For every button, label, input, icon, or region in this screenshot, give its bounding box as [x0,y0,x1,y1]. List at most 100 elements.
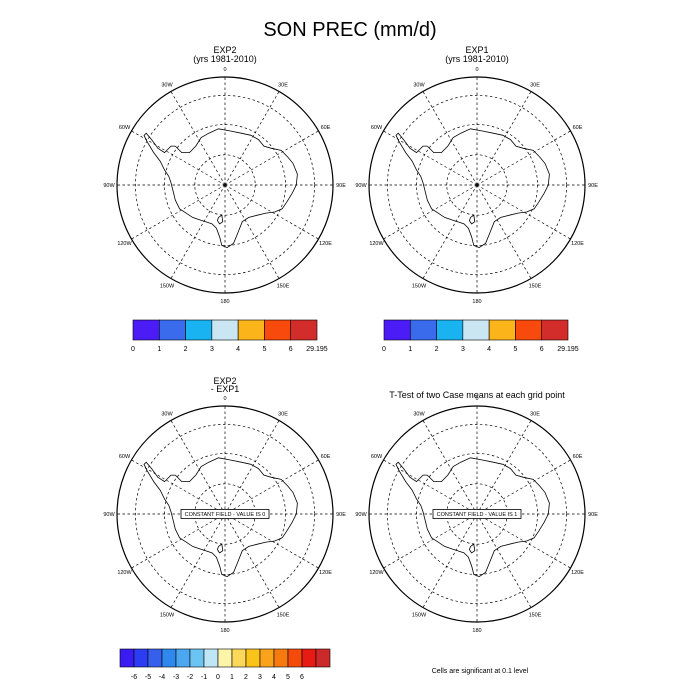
antarctica-coastline [143,457,298,578]
colorbar-label: 3 [461,346,465,353]
colorbar-label: -4 [159,674,165,681]
panel-title: EXP2 [213,45,236,55]
colorbar-label: 3 [210,346,214,353]
colorbar-swatch [147,648,163,668]
colorbar-label: 1 [408,346,412,353]
colorbar-label: 6 [300,674,304,681]
colorbar-swatch [488,319,516,341]
colorbar-label: 5 [513,346,517,353]
longitude-label: 30E [278,412,288,418]
colorbar-label: 0 [382,346,386,353]
longitude-label: 60E [573,125,583,131]
colorbar-difference: -6 -5 -4 -3 -2 -1 0 1 2 3 4 5 6 [119,648,331,681]
longitude-label: 30E [278,83,288,89]
colorbar-swatch [133,648,149,668]
colorbar-swatch [237,319,265,341]
meridian-line [224,91,280,186]
colorbar-swatch [132,319,160,341]
longitude-label: 30W [161,412,173,418]
longitude-label: 90E [336,183,346,189]
longitude-label: 0 [223,396,226,402]
colorbar-swatch [259,648,275,668]
colorbar-swatch [315,648,331,668]
colorbar-swatch [383,319,411,341]
antarctica-coastline [395,457,550,578]
panel-title: - EXP1 [211,384,240,394]
map-panel-ttest: T-Test of two Case means at each grid po… [355,390,598,634]
colorbar-swatch [203,648,219,668]
latitude-circle [135,424,315,604]
meridian-line [224,420,280,515]
colorbar-label: 29.195 [306,346,328,353]
colorbar-label: 3 [258,674,262,681]
latitude-circle [387,95,567,275]
longitude-label: 150E [277,613,290,619]
colorbar-swatch [436,319,464,341]
map-panel-exp1: EXP1(yrs 1981-2010) 0 30E 60E 90E 120E 150E 180… [355,45,598,305]
longitude-label: 60W [371,454,383,460]
longitude-label: 150W [160,284,175,290]
colorbar-swatch [541,319,569,341]
longitude-label: 90E [336,512,346,518]
antarctica-coastline [143,128,298,249]
colorbar-exp2: 0 1 2 3 4 5 6 29.195 [131,319,328,353]
colorbar-exp1: 0 1 2 3 4 5 6 29.195 [382,319,579,353]
colorbar-label: 0 [131,346,135,353]
longitude-label: 30W [413,412,425,418]
colorbar-label: -5 [145,674,151,681]
longitude-label: 0 [475,67,478,73]
colorbar-swatch [462,319,490,341]
longitude-label: 60W [119,454,131,460]
map-panel-diff: EXP2- EXP1 0 30E 60E 90E 120E 150E 180 150W 120W 9… [103,376,346,634]
longitude-label: 0 [475,396,478,402]
longitude-label: 60W [119,125,131,131]
longitude-label: 150E [277,284,290,290]
longitude-label: 120E [571,241,584,247]
colorbar-label: 1 [157,346,161,353]
colorbar-swatch [273,648,289,668]
longitude-label: 30W [413,83,425,89]
longitude-label: 60W [371,125,383,131]
meridian-line [476,513,532,608]
island-outline [216,543,224,554]
panel-title: T-Test of two Case means at each grid po… [389,390,565,400]
antarctica-coastline [395,128,550,249]
colorbar-label: -1 [201,674,207,681]
colorbar-swatch [211,319,239,341]
colorbar-label: 6 [289,346,293,353]
meridian-line [422,420,478,515]
constant-field-box [180,509,270,519]
longitude-label: 90W [103,512,115,518]
longitude-label: 60E [321,454,331,460]
colorbar-label: 2 [184,346,188,353]
longitude-label: 120W [117,570,132,576]
map-panels: EXP2(yrs 1981-2010)030E60E90E120E150E180… [103,45,598,634]
longitude-label: 120W [369,570,384,576]
longitude-label: 0 [223,67,226,73]
colorbar-swatch [119,648,135,668]
map-boundary [116,76,334,294]
colorbar-label: 6 [540,346,544,353]
colorbar-label: 4 [487,346,491,353]
longitude-label: 30W [161,83,173,89]
longitude-label: 150W [412,284,427,290]
colorbar-swatch [158,319,186,341]
constant-field-label: CONSTANT FIELD - VALUE IS 1 [437,512,518,518]
longitude-label: 120E [319,241,332,247]
constant-field-label: CONSTANT FIELD - VALUE IS 0 [185,512,266,518]
colorbar-swatch [175,648,191,668]
longitude-label: 180 [472,628,481,634]
colorbar-swatch [231,648,247,668]
colorbar-label: 4 [272,674,276,681]
longitude-label: 120E [319,570,332,576]
colorbar-label: 1 [230,674,234,681]
longitude-label: 180 [220,299,229,305]
colorbar-label: 5 [262,346,266,353]
longitude-label: 90W [103,183,115,189]
longitude-label: 150W [160,613,175,619]
longitude-label: 120W [117,241,132,247]
colorbar-label: 2 [435,346,439,353]
colorbar-swatch [264,319,292,341]
latitude-circle [387,424,567,604]
map-boundary [116,405,334,623]
